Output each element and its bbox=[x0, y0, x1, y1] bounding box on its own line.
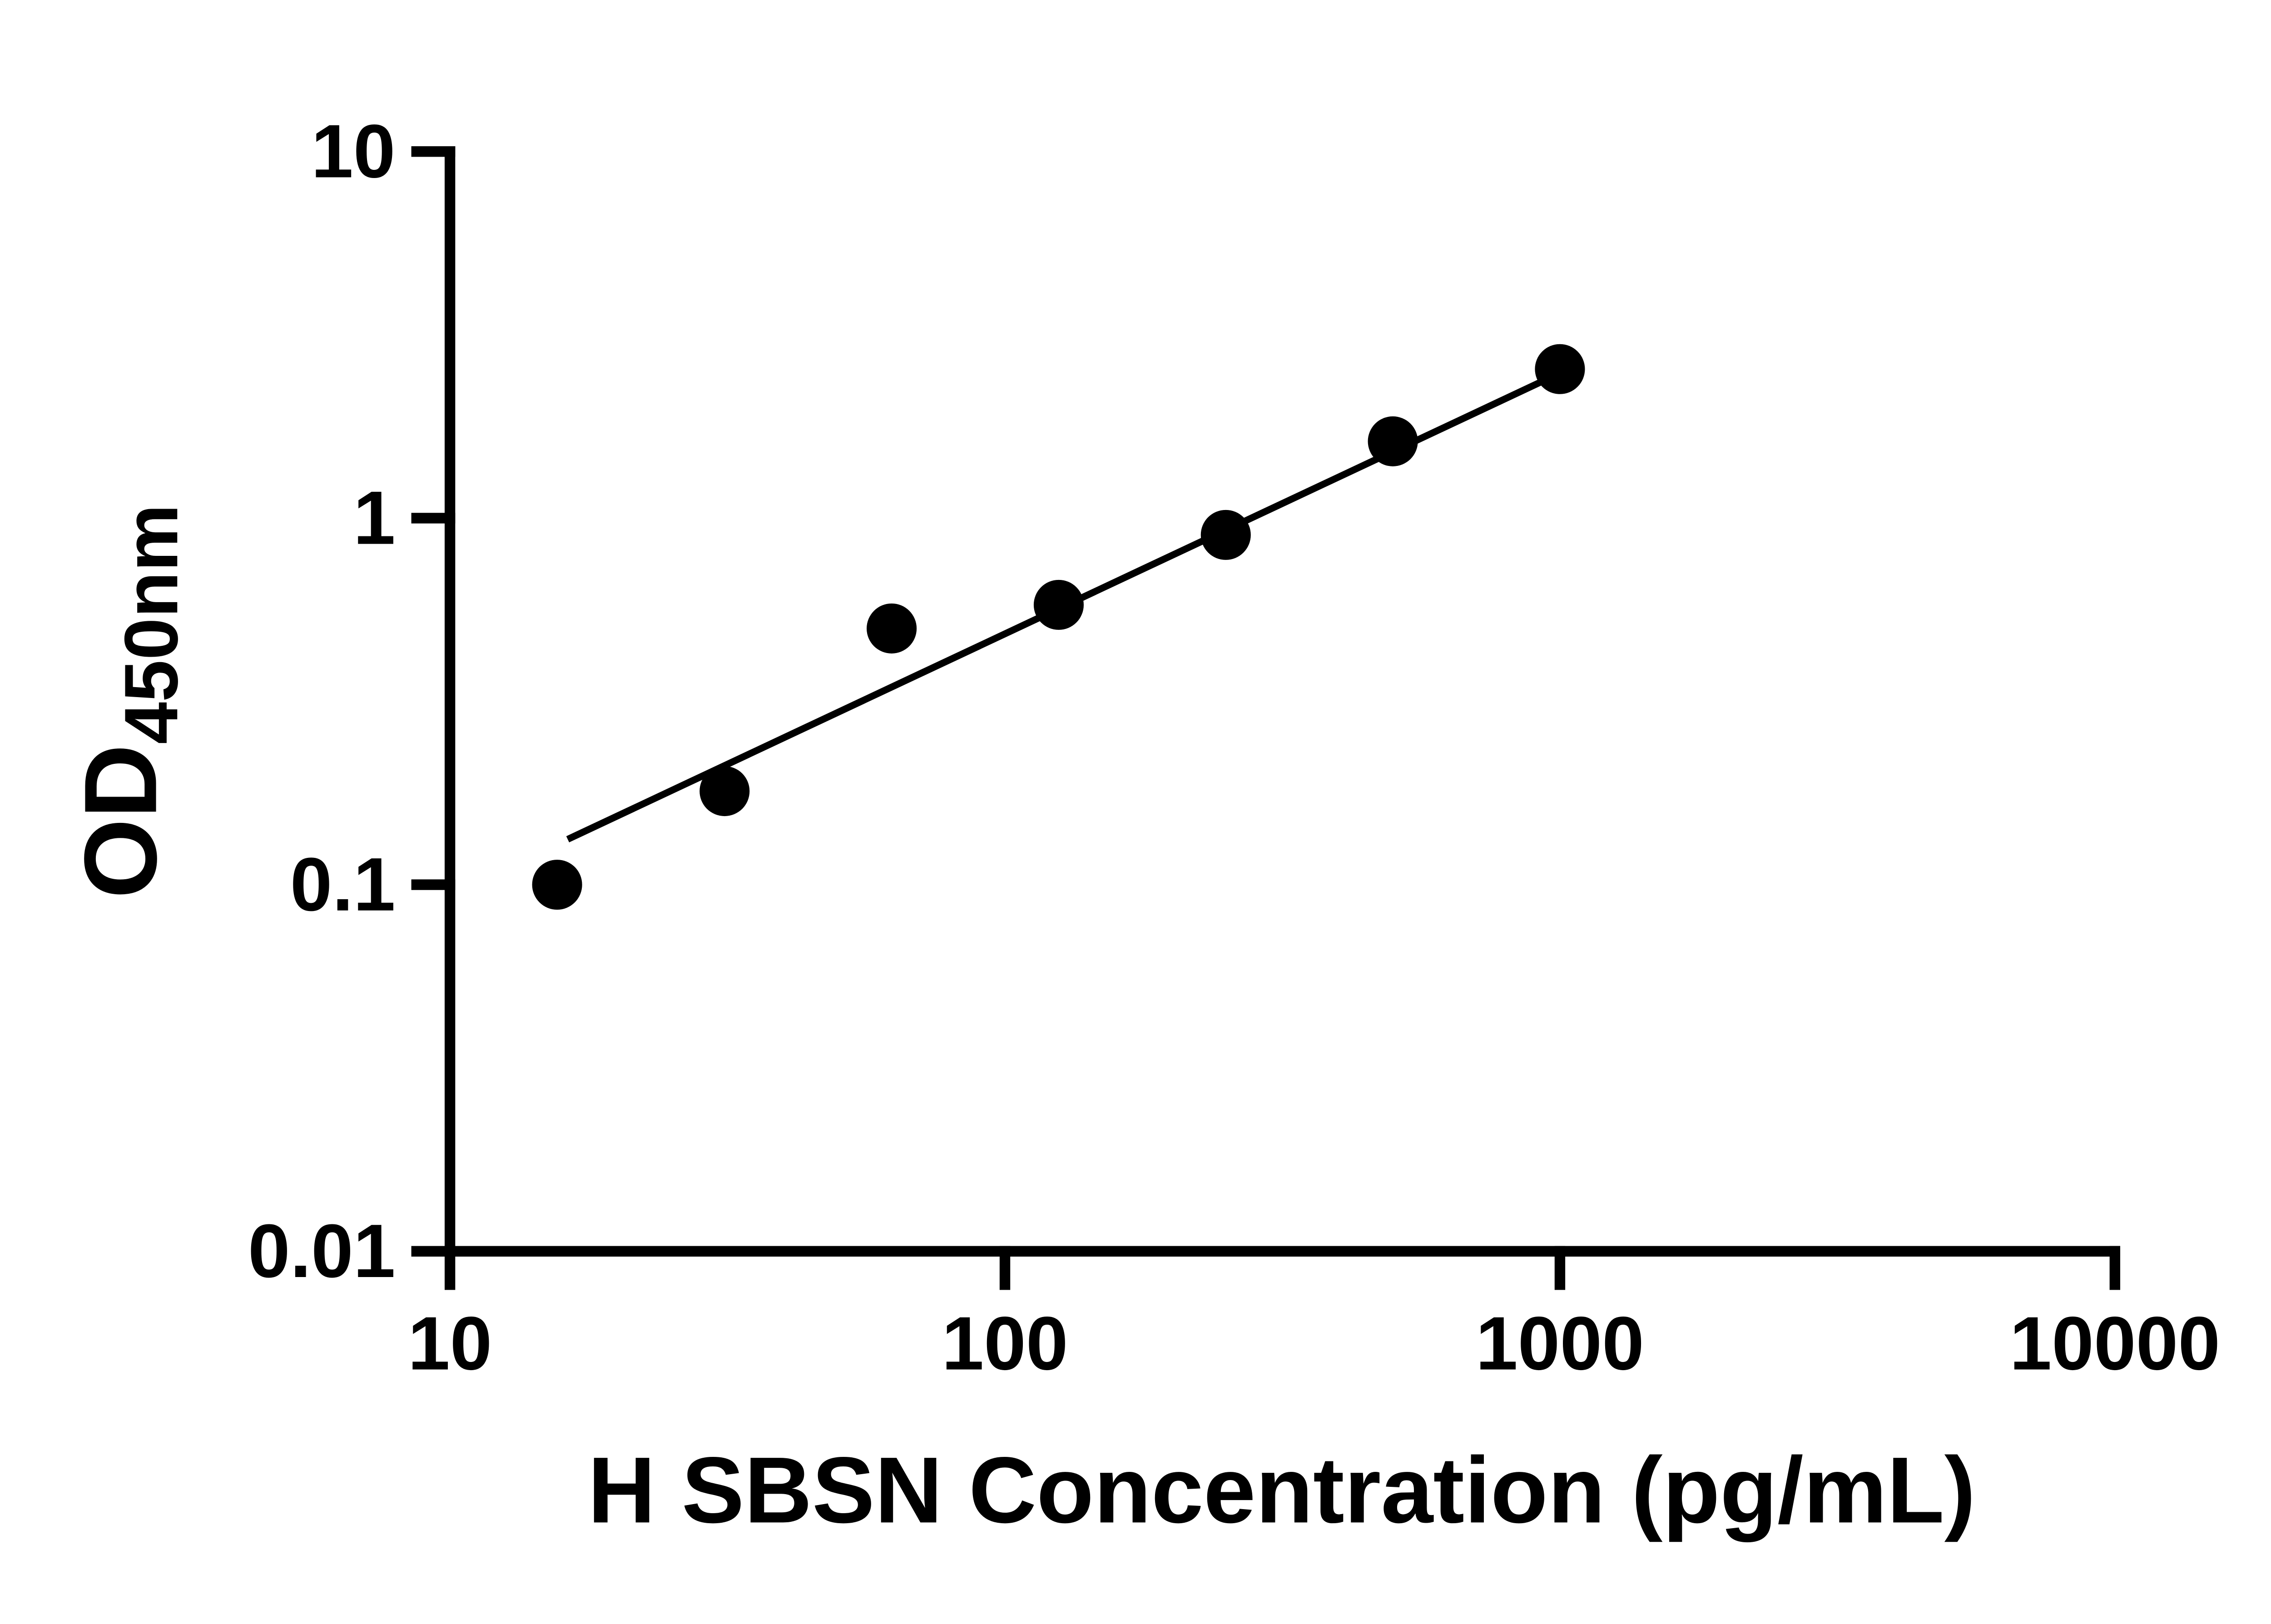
y-tick-label: 0.1 bbox=[290, 842, 396, 927]
data-point bbox=[699, 766, 750, 817]
x-tick-label: 10 bbox=[408, 1301, 492, 1386]
x-tick-label: 1000 bbox=[1476, 1301, 1644, 1386]
data-point bbox=[867, 603, 917, 654]
x-axis-title: H SBSN Concentration (pg/mL) bbox=[588, 1437, 1976, 1542]
y-axis-title: OD450nm bbox=[64, 504, 194, 899]
y-axis-title-main: OD bbox=[64, 744, 179, 899]
data-point bbox=[1033, 579, 1084, 630]
data-point bbox=[532, 860, 582, 910]
x-tick-label: 10000 bbox=[2009, 1301, 2220, 1386]
plot-area: 10 100 1000 10000 10 1 0.1 0.01 bbox=[248, 109, 2220, 1386]
data-point bbox=[1200, 510, 1251, 560]
y-tick-label: 1 bbox=[353, 476, 396, 560]
data-point bbox=[1535, 344, 1585, 394]
x-tick-label: 100 bbox=[942, 1301, 1068, 1386]
data-point bbox=[1368, 416, 1418, 466]
y-tick-label: 0.01 bbox=[248, 1209, 396, 1293]
y-axis-title-subscript: 450nm bbox=[109, 504, 193, 744]
y-tick-label: 10 bbox=[311, 109, 396, 193]
